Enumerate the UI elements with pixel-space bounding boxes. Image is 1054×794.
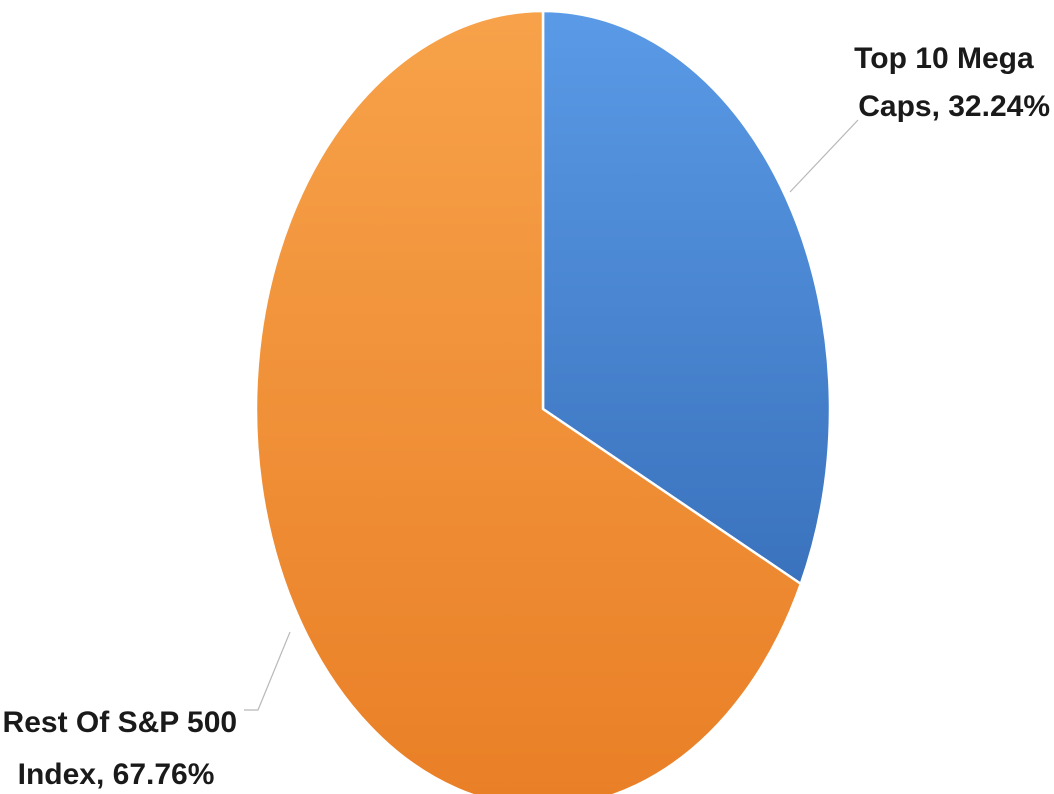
leader-lines	[244, 119, 859, 711]
pie-slice-rest-of-s-p-500-index	[254, 9, 803, 794]
data-label-rest-of-sp500: Rest Of S&P 500 Index, 67.76%	[3, 706, 246, 791]
data-label-rest-of-sp500-line-2: Index, 67.76%	[18, 758, 215, 791]
pie-slice-top-10-mega-caps	[541, 9, 832, 586]
data-label-top-10-mega-caps-line-1: Top 10 Mega	[854, 42, 1034, 75]
data-labels: Top 10 Mega Caps, 32.24% Rest Of S&P 500…	[3, 42, 1050, 791]
pie-slices	[254, 9, 832, 794]
data-label-top-10-mega-caps-line-2: Caps, 32.24%	[858, 90, 1050, 123]
leader-line-top-10-mega-caps	[789, 119, 859, 193]
data-label-rest-of-sp500-line-1: Rest Of S&P 500	[3, 706, 238, 739]
leader-line-rest-of-sp500	[244, 631, 291, 711]
data-label-top-10-mega-caps: Top 10 Mega Caps, 32.24%	[854, 42, 1050, 123]
